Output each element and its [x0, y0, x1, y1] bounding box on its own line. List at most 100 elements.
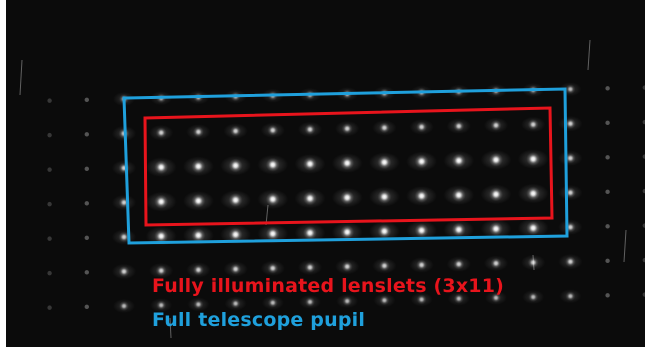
lenslet-spot [490, 257, 502, 269]
lenslet-spot [118, 231, 130, 243]
faint-spot [642, 119, 645, 125]
faint-spot [47, 167, 52, 172]
noise-streak [587, 39, 591, 71]
lenslet-spot [340, 156, 355, 171]
lenslet-spot [451, 188, 466, 203]
faint-spot [84, 304, 90, 310]
lenslet-spot [377, 224, 392, 239]
lenslet-spot [303, 191, 317, 206]
noise-streak [19, 59, 23, 96]
lenslet-spot [564, 118, 576, 130]
lenslet-spot [416, 121, 428, 133]
faint-spot [47, 201, 52, 207]
lenslet-spot [265, 192, 280, 207]
faint-spot [84, 132, 90, 137]
faint-spot [642, 85, 645, 90]
lenslet-spot [192, 264, 204, 276]
lenslet-spot [341, 123, 353, 135]
lenslet-spot [304, 261, 316, 273]
faint-spot [642, 154, 645, 159]
faint-spot [84, 201, 90, 206]
lenslet-spot [303, 225, 317, 240]
lenslet-spot [341, 261, 353, 273]
lenslet-spot [491, 292, 501, 303]
lenslet-spot [267, 262, 279, 274]
lenslet-spot [451, 222, 466, 237]
faint-spot [605, 155, 610, 160]
lenslet-spot [154, 229, 169, 244]
lenslet-spot [377, 155, 392, 170]
lenslet-spot [265, 157, 280, 172]
lenslet-spot [527, 118, 539, 130]
faint-spot [642, 292, 645, 297]
lenslet-spot [340, 190, 355, 205]
lenslet-spot [565, 291, 576, 302]
noise-streak [532, 254, 535, 271]
lenslet-spot [453, 258, 465, 270]
lenslet-spot [490, 119, 502, 131]
lenslet-spot [378, 260, 390, 272]
lenslet-spot [377, 189, 392, 204]
faint-spot [84, 166, 90, 172]
lenslet-spot [228, 193, 243, 208]
lenslet-spot [453, 293, 464, 304]
lenslet-spot [379, 295, 390, 306]
lenslet-spot [303, 156, 317, 171]
lenslet-spot [564, 256, 576, 268]
faint-spot [605, 189, 610, 195]
lenslet-spot [230, 125, 242, 137]
faint-spot [47, 305, 52, 310]
full-pupil-caption: Full telescope pupil [152, 309, 366, 331]
lenslet-spot [489, 187, 503, 202]
lenslet-spot [416, 294, 427, 305]
noise-streak [169, 317, 172, 339]
lenslet-spot [265, 226, 280, 241]
lenslet-spot [378, 122, 390, 134]
lenslet-spot [154, 194, 169, 209]
lenslet-spot [528, 291, 539, 302]
lenslet-spot [228, 227, 243, 242]
lenslet-spot [416, 259, 428, 271]
lenslet-spot [119, 301, 129, 311]
faint-spot [47, 236, 52, 241]
lenslet-spot [193, 299, 204, 310]
lenslet-spot [118, 266, 130, 277]
lenslet-spot [304, 123, 316, 135]
faint-spot [642, 188, 645, 194]
lenslet-spot [527, 256, 539, 268]
lenslet-spot [526, 151, 541, 166]
lenslet-spot [342, 296, 353, 307]
lenslet-spot [267, 297, 278, 308]
lenslet-spot [228, 158, 243, 173]
lenslet-spot [230, 263, 242, 275]
lenslet-spot [155, 265, 167, 277]
faint-spot [84, 235, 90, 241]
lenslet-spot [526, 186, 541, 201]
lenslet-spot [414, 223, 429, 238]
lenslet-spot [564, 152, 576, 164]
faint-spot [605, 86, 610, 91]
faint-spot [605, 224, 610, 229]
lenslet-spots [47, 82, 645, 313]
lenslet-spot [155, 127, 167, 139]
faint-spot [47, 270, 52, 276]
lenslet-spot [414, 154, 429, 169]
faint-spot [84, 97, 90, 103]
faint-spot [47, 132, 52, 138]
lenslet-spot [565, 84, 576, 95]
lenslet-spot [154, 160, 169, 175]
faint-spot [605, 258, 610, 264]
full-telescope-pupil-outline [122, 87, 569, 245]
faint-spot [84, 270, 90, 275]
faint-spot [605, 120, 610, 126]
lenslet-spot [305, 296, 315, 307]
lenslet-spot [156, 300, 167, 311]
lenslet-spot [191, 193, 206, 208]
faint-spot [642, 257, 645, 263]
fully-illuminated-lenslets-outline [143, 106, 554, 227]
lenslet-spot [414, 188, 429, 203]
lenslet-spot [526, 220, 541, 235]
lenslet-spot [191, 228, 206, 243]
